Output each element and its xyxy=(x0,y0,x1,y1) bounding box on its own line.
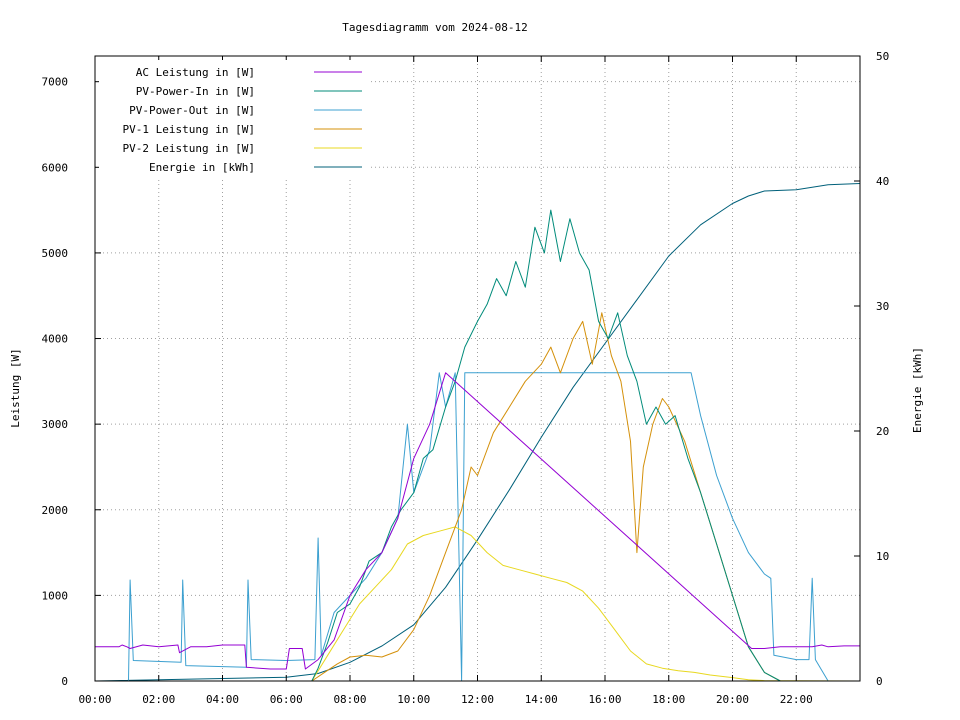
y-left-tick-label: 6000 xyxy=(42,161,69,174)
y-left-tick-label: 5000 xyxy=(42,247,69,260)
series-line-3 xyxy=(95,312,860,682)
x-tick-label: 18:00 xyxy=(652,693,685,706)
x-tick-label: 12:00 xyxy=(461,693,494,706)
legend-label: PV-Power-In in [W] xyxy=(136,85,255,98)
x-tick-label: 20:00 xyxy=(716,693,749,706)
y-left-tick-label: 3000 xyxy=(42,418,69,431)
legend-label: Energie in [kWh] xyxy=(149,161,255,174)
series-line-1 xyxy=(95,209,860,682)
legend-label: AC Leistung in [W] xyxy=(136,66,255,79)
series-line-5 xyxy=(94,183,861,682)
x-tick-label: 16:00 xyxy=(588,693,621,706)
y-right-tick-label: 10 xyxy=(876,550,889,563)
y-left-tick-label: 7000 xyxy=(42,76,69,89)
x-tick-label: 00:00 xyxy=(78,693,111,706)
y-axis-left-label: Leistung [W] xyxy=(9,348,22,427)
legend-background xyxy=(99,60,369,178)
series-line-2 xyxy=(95,372,860,682)
x-tick-label: 04:00 xyxy=(206,693,239,706)
y-right-tick-label: 20 xyxy=(876,425,889,438)
legend: AC Leistung in [W] PV-Power-In in [W] PV-P… xyxy=(99,60,369,178)
legend-label: PV-2 Leistung in [W] xyxy=(123,142,255,155)
series-line-4 xyxy=(95,526,861,682)
legend-label: PV-Power-Out in [W] xyxy=(129,104,255,117)
x-tick-label: 08:00 xyxy=(333,693,366,706)
chart-title: Tagesdiagramm vom 2024-08-12 xyxy=(342,21,527,34)
y-axis-right-label: Energie [kWh] xyxy=(911,347,924,433)
x-tick-label: 14:00 xyxy=(525,693,558,706)
y-right-tick-label: 50 xyxy=(876,50,889,63)
series-group xyxy=(94,183,861,682)
x-tick-label: 10:00 xyxy=(397,693,430,706)
y-left-tick-label: 0 xyxy=(61,675,68,688)
x-tick-label: 22:00 xyxy=(780,693,813,706)
y-left-tick-label: 2000 xyxy=(42,504,69,517)
y-right-tick-label: 0 xyxy=(876,675,883,688)
x-tick-label: 02:00 xyxy=(142,693,175,706)
y-left-tick-label: 4000 xyxy=(42,333,69,346)
x-tick-label: 06:00 xyxy=(270,693,303,706)
series-line-0 xyxy=(95,372,860,670)
y-left-tick-label: 1000 xyxy=(42,589,69,602)
ticks: 00:00 02:00 04:00 06:00 08:00 10:00 12:00 14:00… xyxy=(42,50,890,706)
y-right-tick-label: 40 xyxy=(876,175,889,188)
y-right-tick-label: 30 xyxy=(876,300,889,313)
legend-label: PV-1 Leistung in [W] xyxy=(123,123,255,136)
